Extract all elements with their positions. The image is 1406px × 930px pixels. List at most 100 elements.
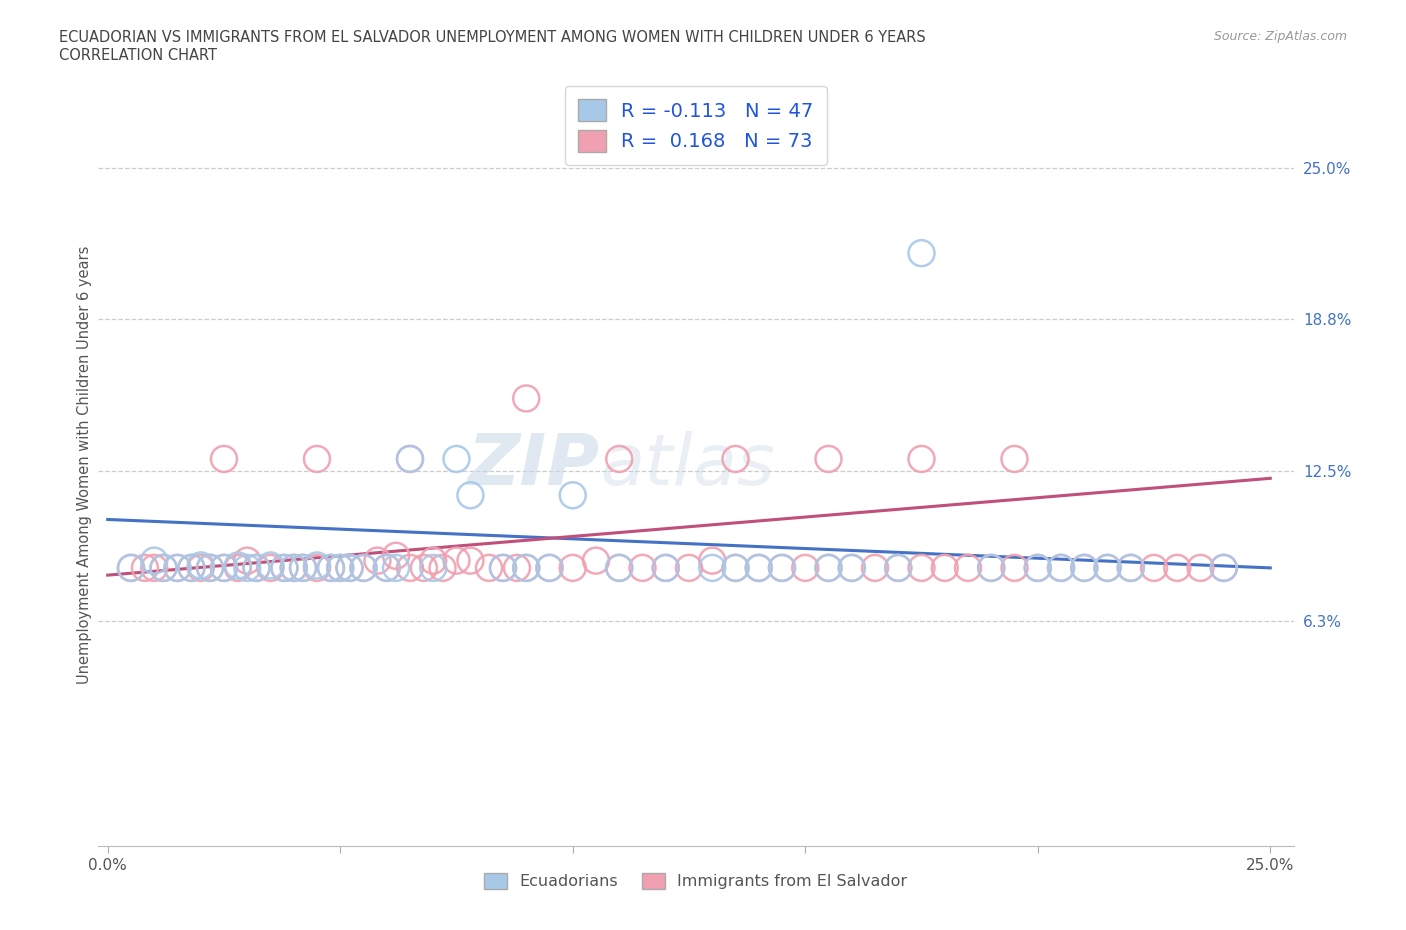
- Point: [910, 451, 932, 466]
- Point: [702, 553, 724, 568]
- Point: [492, 561, 515, 576]
- Point: [724, 561, 747, 576]
- Point: [655, 561, 678, 576]
- Point: [910, 246, 932, 260]
- Point: [770, 561, 793, 576]
- Point: [152, 561, 174, 576]
- Point: [841, 561, 863, 576]
- Point: [180, 561, 202, 576]
- Point: [319, 561, 342, 576]
- Point: [236, 553, 259, 568]
- Point: [631, 561, 654, 576]
- Point: [1212, 561, 1234, 576]
- Point: [980, 561, 1002, 576]
- Point: [236, 561, 259, 576]
- Point: [678, 561, 700, 576]
- Point: [655, 561, 678, 576]
- Point: [353, 561, 375, 576]
- Point: [305, 451, 328, 466]
- Point: [1119, 561, 1142, 576]
- Point: [1073, 561, 1095, 576]
- Point: [748, 561, 770, 576]
- Point: [212, 451, 235, 466]
- Point: [245, 561, 267, 576]
- Point: [492, 561, 515, 576]
- Point: [259, 561, 281, 576]
- Legend: Ecuadorians, Immigrants from El Salvador: Ecuadorians, Immigrants from El Salvador: [478, 866, 914, 896]
- Point: [226, 561, 249, 576]
- Point: [245, 561, 267, 576]
- Point: [887, 561, 910, 576]
- Point: [446, 451, 468, 466]
- Point: [607, 561, 630, 576]
- Point: [319, 561, 342, 576]
- Point: [143, 561, 166, 576]
- Point: [366, 553, 388, 568]
- Point: [817, 561, 839, 576]
- Point: [375, 561, 398, 576]
- Point: [413, 561, 436, 576]
- Point: [1004, 451, 1026, 466]
- Point: [585, 553, 607, 568]
- Point: [538, 561, 561, 576]
- Point: [460, 553, 482, 568]
- Text: CORRELATION CHART: CORRELATION CHART: [59, 48, 217, 63]
- Point: [305, 561, 328, 576]
- Point: [120, 561, 142, 576]
- Point: [770, 561, 793, 576]
- Point: [1050, 561, 1073, 576]
- Point: [305, 558, 328, 573]
- Point: [292, 561, 315, 576]
- Point: [1143, 561, 1166, 576]
- Point: [1050, 561, 1073, 576]
- Point: [152, 561, 174, 576]
- Point: [702, 561, 724, 576]
- Point: [817, 561, 839, 576]
- Point: [166, 561, 188, 576]
- Point: [863, 561, 886, 576]
- Point: [422, 561, 444, 576]
- Point: [1097, 561, 1119, 576]
- Point: [841, 561, 863, 576]
- Point: [273, 561, 295, 576]
- Point: [1073, 561, 1095, 576]
- Point: [134, 561, 156, 576]
- Point: [385, 549, 408, 564]
- Point: [329, 561, 352, 576]
- Point: [980, 561, 1002, 576]
- Point: [724, 561, 747, 576]
- Point: [1189, 561, 1212, 576]
- Point: [910, 561, 932, 576]
- Point: [460, 488, 482, 503]
- Point: [385, 561, 408, 576]
- Point: [1097, 561, 1119, 576]
- Point: [292, 561, 315, 576]
- Point: [399, 451, 422, 466]
- Point: [166, 561, 188, 576]
- Point: [120, 561, 142, 576]
- Point: [399, 561, 422, 576]
- Point: [198, 561, 221, 576]
- Point: [339, 561, 361, 576]
- Point: [607, 451, 630, 466]
- Point: [538, 561, 561, 576]
- Point: [432, 561, 454, 576]
- Point: [226, 558, 249, 573]
- Point: [506, 561, 529, 576]
- Point: [934, 561, 956, 576]
- Point: [1026, 561, 1049, 576]
- Text: ZIP: ZIP: [468, 431, 600, 499]
- Point: [212, 561, 235, 576]
- Point: [353, 561, 375, 576]
- Point: [283, 561, 305, 576]
- Y-axis label: Unemployment Among Women with Children Under 6 years: Unemployment Among Women with Children U…: [77, 246, 91, 684]
- Point: [259, 558, 281, 573]
- Point: [1004, 561, 1026, 576]
- Point: [180, 561, 202, 576]
- Point: [339, 561, 361, 576]
- Point: [422, 553, 444, 568]
- Point: [1119, 561, 1142, 576]
- Point: [273, 561, 295, 576]
- Point: [212, 561, 235, 576]
- Text: Source: ZipAtlas.com: Source: ZipAtlas.com: [1213, 30, 1347, 43]
